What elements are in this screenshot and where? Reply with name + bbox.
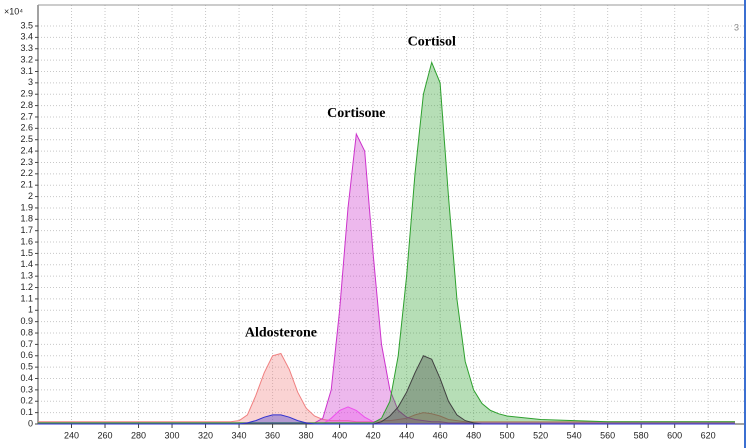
y-tick-label: 2.2 — [20, 168, 33, 178]
y-tick-label: 1 — [28, 305, 33, 315]
peak-annotation: Cortisone — [327, 106, 385, 121]
y-tick-label: 2.8 — [20, 100, 33, 110]
y-tick-label: 0.6 — [20, 350, 33, 360]
y-tick-label: 2.4 — [20, 145, 33, 155]
y-scale-label: ×10⁴ — [4, 6, 23, 16]
x-tick-label: 540 — [567, 430, 582, 440]
x-tick-label: 620 — [701, 430, 716, 440]
y-tick-label: 1.6 — [20, 236, 33, 246]
x-tick-label: 360 — [265, 430, 280, 440]
y-tick-label: 1.1 — [20, 293, 33, 303]
y-tick-label: 0.4 — [20, 373, 33, 383]
x-tick-label: 560 — [600, 430, 615, 440]
y-tick-label: 0.5 — [20, 362, 33, 372]
y-tick-label: 0.3 — [20, 384, 33, 394]
y-tick-label: 3.5 — [20, 20, 33, 30]
x-tick-label: 320 — [198, 430, 213, 440]
y-tick-label: 3.4 — [20, 32, 33, 42]
y-tick-label: 0 — [28, 418, 33, 428]
peak-annotation: Aldosterone — [245, 326, 317, 341]
x-tick-label: 260 — [98, 430, 113, 440]
y-tick-label: 2 — [28, 191, 33, 201]
peak-annotation: Cortisol — [408, 35, 456, 50]
y-tick-label: 3.3 — [20, 43, 33, 53]
y-tick-label: 1.9 — [20, 202, 33, 212]
y-tick-label: 0.7 — [20, 339, 33, 349]
x-tick-label: 300 — [165, 430, 180, 440]
y-tick-label: 2.9 — [20, 89, 33, 99]
x-tick-label: 340 — [232, 430, 247, 440]
y-tick-label: 0.9 — [20, 316, 33, 326]
y-tick-label: 3.1 — [20, 66, 33, 76]
x-tick-label: 380 — [299, 430, 314, 440]
y-tick-label: 1.2 — [20, 282, 33, 292]
y-tick-label: 2.6 — [20, 123, 33, 133]
x-tick-label: 600 — [667, 430, 682, 440]
series-line — [38, 60, 735, 424]
x-tick-label: 400 — [332, 430, 347, 440]
y-tick-label: 1.5 — [20, 248, 33, 258]
x-tick-label: 240 — [64, 430, 79, 440]
y-tick-label: 0.8 — [20, 327, 33, 337]
x-tick-label: 500 — [500, 430, 515, 440]
y-tick-label: 3 — [28, 77, 33, 87]
series-line — [38, 414, 735, 425]
series-line — [38, 352, 735, 423]
y-tick-label: 1.7 — [20, 225, 33, 235]
x-tick-label: 460 — [433, 430, 448, 440]
y-tick-label: 2.3 — [20, 157, 33, 167]
y-tick-label: 3.2 — [20, 54, 33, 64]
y-tick-label: 2.1 — [20, 180, 33, 190]
y-tick-label: 1.3 — [20, 271, 33, 281]
x-tick-label: 580 — [634, 430, 649, 440]
y-tick-label: 1.8 — [20, 214, 33, 224]
x-tick-label: 280 — [131, 430, 146, 440]
y-tick-label: 0.2 — [20, 396, 33, 406]
y-tick-label: 2.7 — [20, 111, 33, 121]
x-tick-label: 520 — [533, 430, 548, 440]
y-tick-label: 1.4 — [20, 259, 33, 269]
corner-label: 3 — [734, 22, 739, 32]
y-tick-label: 0.1 — [20, 407, 33, 417]
x-tick-label: 420 — [366, 430, 381, 440]
y-tick-label: 2.5 — [20, 134, 33, 144]
x-tick-label: 440 — [399, 430, 414, 440]
x-tick-label: 480 — [466, 430, 481, 440]
